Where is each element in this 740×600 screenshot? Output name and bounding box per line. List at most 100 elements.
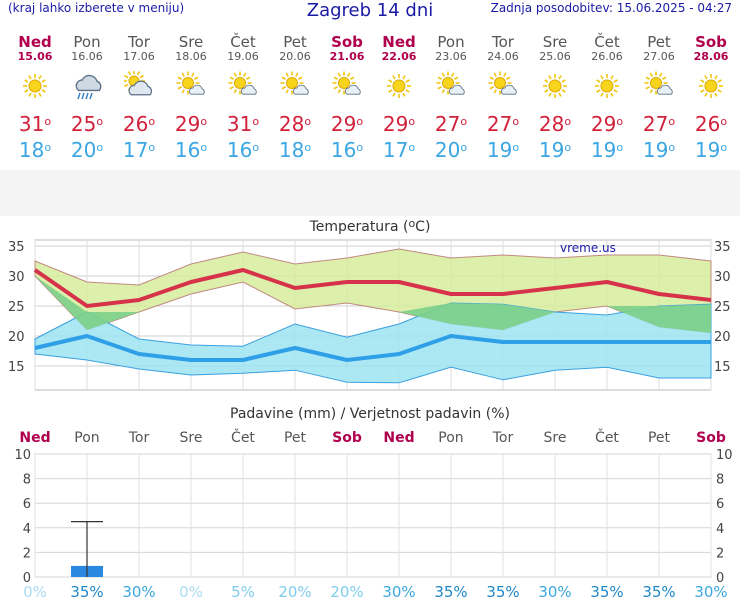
rain-probability: 20%: [278, 583, 311, 600]
rain-probability: 30%: [382, 583, 415, 600]
y-tick-label-right: 30: [714, 270, 731, 285]
temp-min: 17o: [382, 138, 416, 162]
day-date: 27.06: [643, 50, 675, 63]
temp-max: 27o: [434, 112, 468, 136]
y-tick-label-right: 6: [716, 497, 724, 512]
precip-day-label: Čet: [231, 428, 255, 446]
rain-probability: 0%: [23, 583, 47, 600]
y-tick-label-right: 15: [714, 360, 731, 375]
y-tick-label: 2: [23, 546, 31, 561]
min-temp-band: [34, 302, 712, 384]
temp-min: 19o: [486, 138, 520, 162]
day-column: Čet 26.06 29o 19o: [581, 34, 633, 161]
precip-day-label: Sob: [696, 430, 726, 446]
day-date: 23.06: [435, 50, 467, 63]
rain-probability: 35%: [642, 583, 675, 600]
precip-day-label: Čet: [595, 428, 619, 446]
rain-probability: 0%: [179, 583, 203, 600]
temp-max: 31o: [18, 112, 52, 136]
rain-probability: 30%: [538, 583, 571, 600]
day-name: Čet: [594, 33, 620, 51]
day-column: Sre 18.06 29o 16o: [165, 34, 217, 161]
sun-small-cloud-icon: [176, 71, 206, 101]
y-tick-label: 35: [8, 240, 25, 255]
y-tick-label-right: 4: [716, 522, 724, 537]
day-name: Sre: [542, 33, 568, 51]
temp-min: 16o: [226, 138, 260, 162]
temp-max: 27o: [486, 112, 520, 136]
temp-max: 25o: [70, 112, 104, 136]
day-date: 24.06: [487, 50, 519, 63]
day-name: Sob: [695, 33, 727, 51]
temp-min: 17o: [122, 138, 156, 162]
day-date: 17.06: [123, 50, 155, 63]
precip-day-label: Pet: [648, 430, 671, 446]
max-temp-line: [33, 268, 712, 308]
day-column: Sob 28.06 26o 19o: [685, 34, 737, 161]
temp-max: 31o: [226, 112, 260, 136]
temperature-chart: 15 15 20 20 25 25 30 30 35 35 vreme.us: [8, 239, 731, 391]
y-tick-label-right: 0: [716, 571, 724, 586]
temp-max: 29o: [174, 112, 208, 136]
y-tick-label: 20: [8, 330, 25, 345]
day-name: Pon: [437, 33, 465, 51]
y-tick-label-right: 2: [716, 546, 724, 561]
sun-icon: [592, 71, 622, 101]
day-column: Tor 24.06 27o 19o: [477, 34, 529, 161]
sun-cloud-icon: [123, 70, 154, 101]
day-name: Pon: [73, 33, 101, 51]
precip-day-label: Sre: [180, 430, 203, 446]
temp-min: 20o: [434, 138, 468, 162]
precip-day-label: Tor: [492, 430, 514, 446]
day-date: 20.06: [279, 50, 311, 63]
precipitation-chart: Ned Pon Tor Sre Čet Pet Sob Ned Pon Tor Sre Čet Pet S…: [14, 428, 732, 600]
day-column: Pet 27.06 27o 19o: [633, 34, 685, 161]
y-tick-label-right: 25: [714, 300, 731, 315]
precip-day-label: Pet: [284, 430, 307, 446]
temp-min: 19o: [590, 138, 624, 162]
sun-icon: [696, 71, 726, 101]
day-column: Ned 15.06 31o 18o: [9, 34, 61, 161]
temp-max: 26o: [694, 112, 728, 136]
precip-plot-area: [34, 453, 712, 578]
rain-probability: 35%: [434, 583, 467, 600]
day-date: 28.06: [693, 50, 729, 63]
temp-max: 28o: [278, 112, 312, 136]
temp-max: 27o: [642, 112, 676, 136]
day-date: 25.06: [539, 50, 571, 63]
y-tick-label-right: 8: [716, 473, 724, 488]
day-column: Pon 16.06 25o 20o: [61, 34, 113, 161]
day-date: 15.06: [17, 50, 53, 63]
day-date: 18.06: [175, 50, 207, 63]
page-title: Zagreb 14 dni: [306, 0, 434, 21]
day-column: Pet 20.06 28o 18o: [269, 34, 321, 161]
sun-small-cloud-icon: [280, 71, 310, 101]
precip-day-label: Sre: [544, 430, 567, 446]
temp-min: 16o: [330, 138, 364, 162]
temp-min: 20o: [70, 138, 104, 162]
rain-probability: 20%: [330, 583, 363, 600]
gray-strip: [0, 170, 740, 216]
temp-min: 19o: [538, 138, 572, 162]
day-column: Pon 23.06 27o 20o: [425, 34, 477, 161]
watermark: vreme.us: [560, 241, 616, 255]
y-tick-label: 10: [14, 448, 31, 463]
rain-probability: 35%: [70, 583, 103, 600]
rain-probability: 5%: [231, 583, 255, 600]
sun-small-cloud-icon: [436, 71, 466, 101]
temperature-chart-title: Temperatura (oC): [309, 217, 431, 235]
y-tick-label: 25: [8, 300, 25, 315]
last-update: Zadnja posodobitev: 15.06.2025 - 04:27: [490, 1, 732, 15]
rain-probability: 30%: [694, 583, 727, 600]
y-tick-label-right: 20: [714, 330, 731, 345]
precip-day-label: Sob: [332, 430, 362, 446]
precip-day-label: Tor: [128, 430, 150, 446]
y-tick-label: 6: [23, 497, 31, 512]
precip-day-label: Ned: [19, 430, 50, 446]
temp-max: 29o: [382, 112, 416, 136]
sun-small-cloud-icon: [488, 71, 518, 101]
day-date: 26.06: [591, 50, 623, 63]
day-date: 22.06: [381, 50, 417, 63]
y-tick-label: 30: [8, 270, 25, 285]
day-name: Sob: [331, 33, 363, 51]
